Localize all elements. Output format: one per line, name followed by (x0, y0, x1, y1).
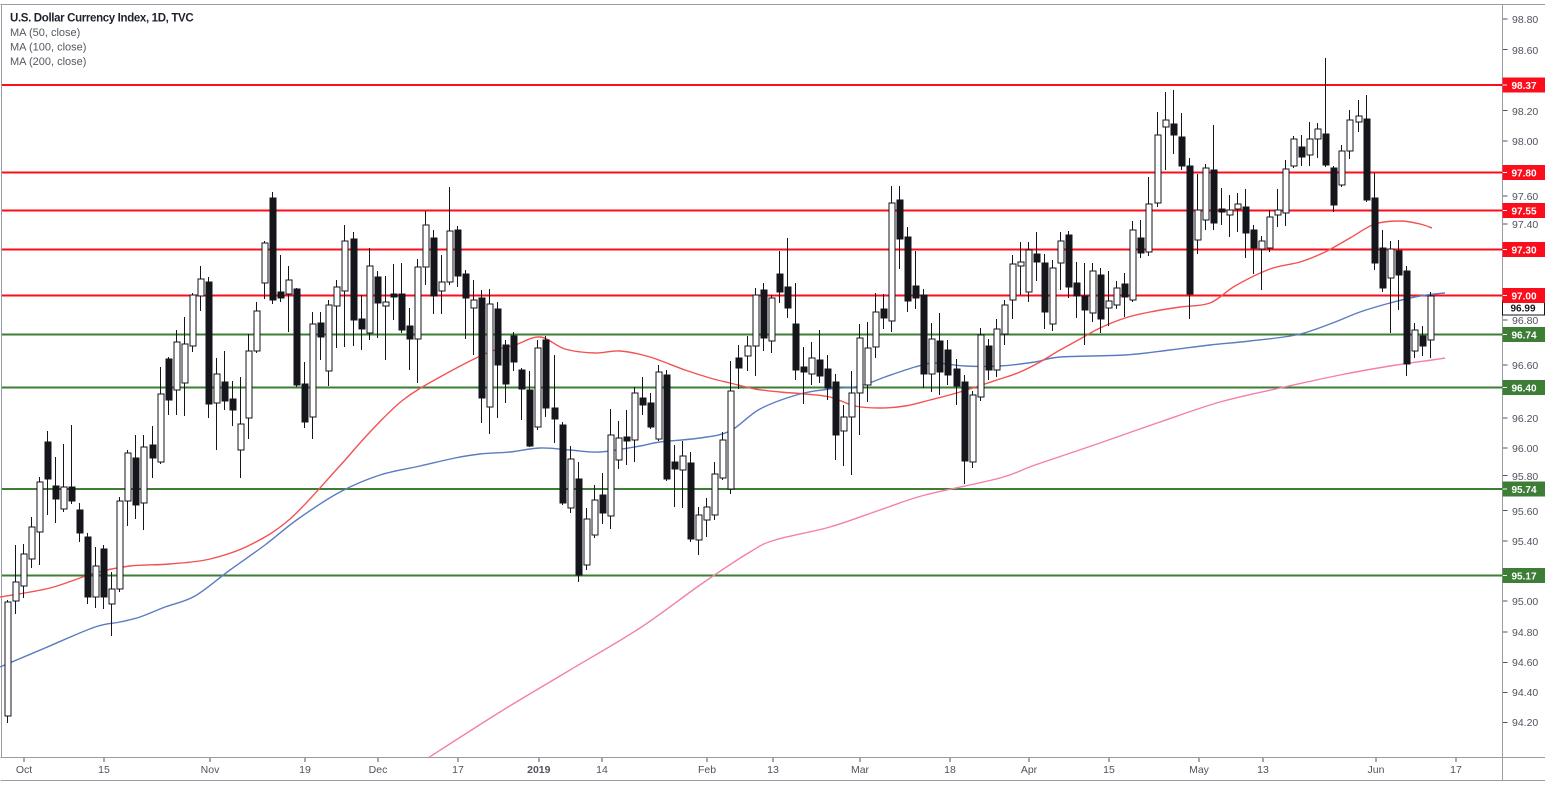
svg-text:Oct: Oct (16, 764, 32, 776)
svg-text:97.80: 97.80 (1511, 169, 1536, 180)
svg-text:MA (200, close): MA (200, close) (10, 56, 86, 68)
svg-text:97.40: 97.40 (1512, 219, 1538, 231)
svg-text:94.20: 94.20 (1512, 717, 1538, 729)
svg-text:13: 13 (1257, 764, 1269, 776)
svg-text:96.00: 96.00 (1512, 443, 1538, 455)
svg-text:15: 15 (98, 764, 110, 776)
svg-text:95.74: 95.74 (1511, 485, 1536, 496)
svg-text:96.20: 96.20 (1512, 413, 1538, 425)
svg-text:98.00: 98.00 (1512, 136, 1538, 148)
svg-text:95.00: 95.00 (1512, 596, 1538, 608)
svg-text:96.80: 96.80 (1512, 315, 1538, 327)
svg-text:18: 18 (944, 764, 956, 776)
svg-text:May: May (1189, 764, 1210, 776)
svg-text:97.60: 97.60 (1512, 191, 1538, 203)
svg-text:97.30: 97.30 (1511, 245, 1536, 256)
svg-text:17: 17 (1450, 764, 1462, 776)
svg-text:17: 17 (452, 764, 464, 776)
svg-text:97.55: 97.55 (1511, 207, 1536, 218)
svg-text:Feb: Feb (698, 764, 716, 776)
svg-text:95.17: 95.17 (1511, 572, 1536, 583)
svg-text:15: 15 (1103, 764, 1115, 776)
svg-text:98.37: 98.37 (1511, 81, 1536, 92)
svg-text:97.00: 97.00 (1511, 292, 1536, 303)
svg-text:96.60: 96.60 (1512, 360, 1538, 372)
svg-text:Jun: Jun (1368, 764, 1385, 776)
svg-text:94.80: 94.80 (1512, 627, 1538, 639)
svg-text:13: 13 (767, 764, 779, 776)
svg-text:94.40: 94.40 (1512, 687, 1538, 699)
svg-text:U.S. Dollar Currency Index, 1D: U.S. Dollar Currency Index, 1D, TVC (10, 13, 193, 25)
svg-text:Mar: Mar (851, 764, 870, 776)
svg-text:95.80: 95.80 (1512, 471, 1538, 483)
svg-text:96.74: 96.74 (1511, 331, 1536, 342)
svg-text:95.40: 95.40 (1512, 536, 1538, 548)
svg-text:96.40: 96.40 (1511, 383, 1536, 394)
svg-text:Nov: Nov (201, 764, 220, 776)
svg-text:98.20: 98.20 (1512, 106, 1538, 118)
svg-text:98.60: 98.60 (1512, 45, 1538, 57)
svg-text:MA (50, close): MA (50, close) (10, 27, 80, 39)
svg-text:Apr: Apr (1021, 764, 1038, 776)
svg-text:Dec: Dec (369, 764, 388, 776)
svg-text:95.60: 95.60 (1512, 506, 1538, 518)
svg-text:14: 14 (596, 764, 608, 776)
svg-text:MA (100, close): MA (100, close) (10, 42, 86, 54)
svg-text:94.60: 94.60 (1512, 657, 1538, 669)
svg-text:96.99: 96.99 (1510, 304, 1535, 315)
svg-text:98.80: 98.80 (1512, 14, 1538, 26)
svg-text:2019: 2019 (527, 764, 551, 776)
svg-text:19: 19 (299, 764, 311, 776)
